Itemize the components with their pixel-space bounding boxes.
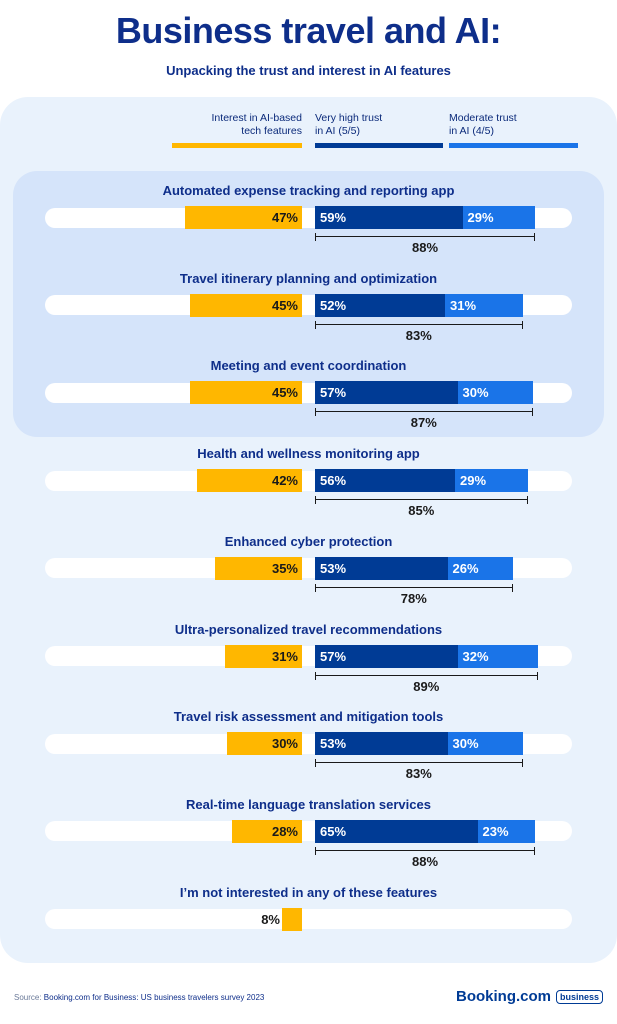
bracket-stroke <box>315 236 535 237</box>
very-high-trust-bar: 53% <box>315 556 448 580</box>
row-title: Health and wellness monitoring app <box>197 446 420 462</box>
brand-logo: Booking.com <box>456 988 552 1005</box>
legend-moderate-line2: in AI (4/5) <box>449 125 494 137</box>
moderate-trust-bar: 31% <box>445 293 523 317</box>
moderate-trust-bar: 30% <box>447 732 523 756</box>
bracket-stroke <box>315 759 316 768</box>
legend-moderate-swatch <box>449 143 578 148</box>
moderate-trust-bar: 29% <box>462 206 535 229</box>
moderate-trust-bar: 23% <box>477 819 535 843</box>
page-subtitle: Unpacking the trust and interest in AI f… <box>166 63 451 78</box>
row-title: Travel risk assessment and mitigation to… <box>173 709 444 725</box>
total-bracket <box>315 671 538 680</box>
bracket-stroke <box>534 233 535 241</box>
row-title: Ultra-personalized travel recommendation… <box>174 621 443 637</box>
legend-very-high-line1: Very high trust <box>315 112 383 124</box>
very-high-trust-bar: 52% <box>315 293 445 317</box>
interest-bar <box>282 907 302 931</box>
moderate-trust-bar: 32% <box>457 644 538 668</box>
bracket-stroke <box>536 671 538 680</box>
source-prefix: Source: <box>14 993 44 1002</box>
page-title: Business travel and AI: <box>115 10 502 51</box>
legend-interest-swatch <box>172 143 302 148</box>
bracket-stroke <box>511 583 513 592</box>
total-bracket <box>315 233 535 241</box>
very-high-trust-bar: 53% <box>315 732 448 756</box>
moderate-trust-bar: 29% <box>455 469 528 493</box>
legend-very-high-line2: in AI (5/5) <box>315 125 360 137</box>
bracket-stroke <box>315 323 523 325</box>
interest-bar: 47% <box>184 206 302 229</box>
bracket-stroke <box>315 762 523 764</box>
very-high-trust-bar: 57% <box>315 644 458 668</box>
total-label: 85% <box>408 503 435 519</box>
moderate-trust-bar: 26% <box>447 556 513 580</box>
total-label: 89% <box>413 678 440 694</box>
bracket-stroke <box>534 846 535 855</box>
interest-bar: 35% <box>214 556 302 580</box>
bracket-stroke <box>315 411 533 413</box>
bracket-stroke <box>521 759 523 768</box>
total-bracket <box>315 846 535 855</box>
source-text: Booking.com for Business: US business tr… <box>43 993 265 1002</box>
row-title: I’m not interested in any of these featu… <box>179 884 438 900</box>
interest-bar: 45% <box>189 293 302 317</box>
bracket-stroke <box>315 586 513 588</box>
very-high-trust-bar: 65% <box>315 819 478 843</box>
total-bracket <box>315 320 523 329</box>
bracket-stroke <box>315 320 316 329</box>
bracket-stroke <box>521 320 523 329</box>
bar-track <box>45 909 572 930</box>
interest-bar: 42% <box>197 469 302 493</box>
bracket-stroke <box>315 671 316 680</box>
row-title: Real-time language translation services <box>186 796 431 812</box>
bracket-stroke <box>315 496 316 505</box>
legend-interest-line1: Interest in AI-based <box>211 112 302 124</box>
very-high-trust-bar: 57% <box>315 381 458 405</box>
legend-interest-line2: tech features <box>241 125 302 137</box>
bracket-stroke <box>526 496 528 505</box>
total-bracket <box>315 496 528 505</box>
row-title: Travel itinerary planning and optimizati… <box>179 270 438 286</box>
total-bracket <box>315 408 533 417</box>
interest-bar: 31% <box>224 644 302 668</box>
total-label: 78% <box>400 590 427 606</box>
total-label: 83% <box>405 766 432 782</box>
total-label: 87% <box>410 415 437 431</box>
interest-bar: 28% <box>232 819 302 843</box>
legend-very-high-label: Very high trust in AI (5/5) <box>315 112 443 138</box>
total-bracket <box>315 583 513 592</box>
interest-bar: 30% <box>227 732 302 756</box>
bracket-stroke <box>315 846 316 855</box>
total-label: 88% <box>411 853 439 869</box>
total-label: 88% <box>411 240 439 255</box>
legend-interest-label: Interest in AI-based tech features <box>172 112 302 138</box>
source-note: Source: Booking.com for Business: US bus… <box>14 993 264 1002</box>
legend-moderate-label: Moderate trust in AI (4/5) <box>449 112 578 138</box>
row-title: Meeting and event coordination <box>210 358 407 374</box>
brand-badge: business <box>556 990 604 1004</box>
legend-very-high-swatch <box>315 143 443 148</box>
very-high-trust-bar: 59% <box>315 206 463 229</box>
bracket-stroke <box>315 499 528 501</box>
legend-moderate-line1: Moderate trust <box>449 112 517 124</box>
row-title: Automated expense tracking and reporting… <box>162 183 455 198</box>
moderate-trust-bar: 30% <box>457 381 533 405</box>
bracket-stroke <box>315 849 535 851</box>
bracket-stroke <box>315 233 316 241</box>
bracket-stroke <box>315 583 316 592</box>
bracket-stroke <box>315 408 316 417</box>
total-bracket <box>315 759 523 768</box>
interest-bar: 45% <box>189 381 302 405</box>
very-high-trust-bar: 56% <box>315 469 455 493</box>
bracket-stroke <box>531 408 533 417</box>
bracket-stroke <box>315 674 538 676</box>
interest-value-label: 8% <box>261 911 280 927</box>
row-title: Enhanced cyber protection <box>224 533 393 549</box>
total-label: 83% <box>405 327 432 343</box>
